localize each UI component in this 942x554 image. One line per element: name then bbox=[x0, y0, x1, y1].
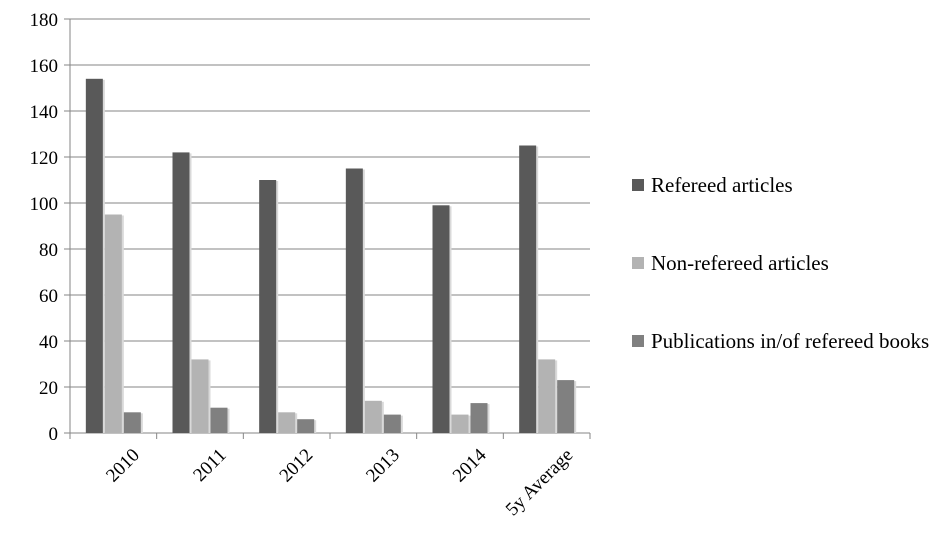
bar bbox=[191, 359, 209, 433]
bar bbox=[432, 205, 450, 433]
legend-swatch-refereed-articles bbox=[632, 179, 644, 191]
y-tick-label: 60 bbox=[39, 286, 58, 307]
bar bbox=[557, 380, 575, 433]
legend-label-non-refereed-articles: Non-refereed articles bbox=[651, 251, 829, 275]
y-tick-label: 80 bbox=[39, 240, 58, 261]
bar bbox=[210, 407, 228, 433]
x-tick-label: 5y Average bbox=[502, 445, 577, 520]
bar bbox=[172, 152, 190, 433]
y-tick-label: 40 bbox=[39, 332, 58, 353]
bar bbox=[345, 168, 363, 433]
legend-item-refereed-books: Publications in/of refereed books bbox=[629, 328, 942, 354]
y-tick-label: 160 bbox=[30, 56, 59, 77]
legend-swatch-refereed-books bbox=[632, 335, 644, 347]
bar bbox=[123, 412, 141, 433]
x-tick-label: 2014 bbox=[449, 444, 491, 486]
bar bbox=[104, 214, 122, 433]
x-tick-label: 2010 bbox=[102, 445, 144, 487]
legend-item-refereed-articles: Refereed articles bbox=[629, 172, 939, 198]
y-tick-label: 120 bbox=[30, 148, 59, 169]
bar bbox=[297, 419, 315, 433]
legend-label-refereed-articles: Refereed articles bbox=[651, 173, 793, 197]
legend: Refereed articles Non-refereed articles … bbox=[629, 172, 939, 353]
y-tick-label: 0 bbox=[49, 424, 59, 445]
bar bbox=[519, 145, 537, 433]
legend-item-non-refereed-articles: Non-refereed articles bbox=[629, 250, 939, 276]
y-tick-label: 180 bbox=[30, 10, 59, 31]
y-tick-label: 20 bbox=[39, 378, 58, 399]
legend-swatch-non-refereed-articles bbox=[632, 257, 644, 269]
bar bbox=[538, 359, 556, 433]
x-tick-label: 2011 bbox=[189, 445, 230, 486]
bar bbox=[259, 180, 277, 433]
y-tick-label: 100 bbox=[30, 194, 59, 215]
x-tick-label: 2013 bbox=[362, 445, 404, 487]
bar bbox=[85, 78, 103, 434]
bar bbox=[364, 400, 382, 433]
x-tick-label: 2012 bbox=[276, 445, 318, 487]
bar bbox=[383, 414, 401, 433]
legend-label-refereed-books: Publications in/of refereed books bbox=[651, 329, 930, 353]
y-tick-label: 140 bbox=[30, 102, 59, 123]
bar bbox=[451, 414, 469, 433]
bar bbox=[470, 403, 488, 433]
bar bbox=[278, 412, 296, 433]
